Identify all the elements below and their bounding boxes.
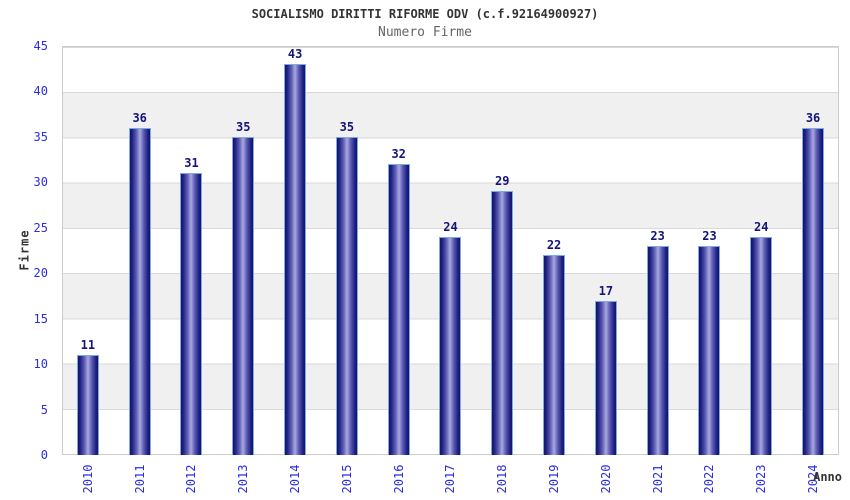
- x-tick-label: 2020: [598, 464, 613, 494]
- bar-slot: 29 2018: [476, 46, 528, 493]
- x-tick-label: 2013: [236, 464, 251, 494]
- x-tick-label: 2021: [650, 464, 665, 494]
- bar-slot: 23 2021: [632, 46, 684, 493]
- x-tick-label: 2018: [495, 464, 510, 494]
- bar-slot: 24 2023: [735, 46, 787, 493]
- bar-2023: 24: [750, 220, 773, 455]
- bar-slot: 36 2011: [114, 46, 166, 493]
- chart-subtitle: Numero Firme: [378, 25, 472, 40]
- x-tick-label: 2022: [702, 464, 717, 494]
- bar-2021: 23: [646, 229, 669, 455]
- bar-value-label: 36: [132, 110, 147, 125]
- bar-2018: 29: [491, 174, 514, 455]
- bar-value-label: 32: [391, 147, 406, 162]
- y-tick-label: 5: [40, 402, 48, 417]
- bar-2013: 35: [232, 120, 255, 455]
- y-tick-label: 0: [40, 448, 48, 462]
- bar-value-label: 11: [80, 338, 96, 353]
- bar-2015: 35: [335, 120, 358, 455]
- y-tick-label: 30: [33, 175, 48, 190]
- bar-value-label: 35: [236, 119, 251, 134]
- x-tick-label: 2016: [391, 464, 406, 494]
- bar-slot: 22 2019: [528, 46, 580, 493]
- x-tick-label: 2017: [443, 464, 458, 494]
- bar-2024: 36: [802, 111, 825, 455]
- y-tick-label: 25: [33, 220, 48, 235]
- chart-title: SOCIALISMO DIRITTI RIFORME ODV (c.f.9216…: [251, 7, 599, 21]
- x-tick-label: 2012: [184, 464, 199, 494]
- y-axis-ticks: 0 5 10 15 20 25 30 35 40 45: [0, 39, 56, 462]
- bars-layer: 11 2010 36 2011 31 2012 35 2013 43 2014 35 2015 32 20…: [62, 46, 839, 493]
- bar-value-label: 31: [184, 156, 199, 171]
- bar-slot: 32 2016: [373, 46, 425, 493]
- bar-value-label: 24: [754, 219, 769, 234]
- x-axis-title: Anno: [813, 470, 842, 484]
- x-tick-label: 2015: [339, 464, 354, 494]
- bar-value-label: 23: [650, 228, 665, 243]
- bar-2022: 23: [698, 229, 721, 455]
- y-tick-label: 35: [33, 129, 48, 144]
- y-tick-label: 20: [33, 266, 48, 281]
- bar-2017: 24: [439, 220, 462, 455]
- x-tick-label: 2019: [547, 464, 562, 494]
- bar-value-label: 17: [598, 283, 614, 298]
- bar-value-label: 23: [702, 228, 717, 243]
- bar-2014: 43: [284, 47, 307, 455]
- bar-slot: 11 2010: [62, 46, 114, 493]
- bar-2016: 32: [387, 147, 410, 455]
- bar-slot: 31 2012: [166, 46, 218, 493]
- x-tick-label: 2014: [288, 464, 303, 494]
- bar-value-label: 35: [339, 119, 355, 134]
- bar-2012: 31: [180, 156, 203, 455]
- bar-slot: 35 2013: [217, 46, 269, 493]
- bar-slot: 43 2014: [269, 46, 321, 493]
- bar-slot: 24 2017: [425, 46, 477, 493]
- y-tick-label: 40: [33, 84, 48, 99]
- bar-value-label: 24: [443, 219, 458, 234]
- bar-slot: 23 2022: [684, 46, 736, 493]
- bar-slot: 35 2015: [321, 46, 373, 493]
- x-tick-label: 2011: [132, 464, 147, 494]
- bar-slot: 36 2024: [787, 46, 839, 493]
- bar-value-label: 43: [287, 47, 303, 62]
- bar-2019: 22: [543, 238, 566, 455]
- bar-2010: 11: [76, 338, 99, 455]
- bar-value-label: 29: [495, 174, 510, 189]
- y-tick-label: 10: [33, 357, 48, 372]
- x-tick-label: 2023: [754, 464, 769, 494]
- bar-2011: 36: [128, 111, 151, 455]
- y-tick-label: 45: [33, 39, 48, 53]
- bar-value-label: 22: [546, 238, 562, 253]
- y-tick-label: 15: [33, 311, 48, 326]
- x-tick-label: 2010: [80, 464, 95, 494]
- bar-slot: 17 2020: [580, 46, 632, 493]
- bar-2020: 17: [594, 284, 617, 455]
- bar-value-label: 36: [805, 110, 821, 125]
